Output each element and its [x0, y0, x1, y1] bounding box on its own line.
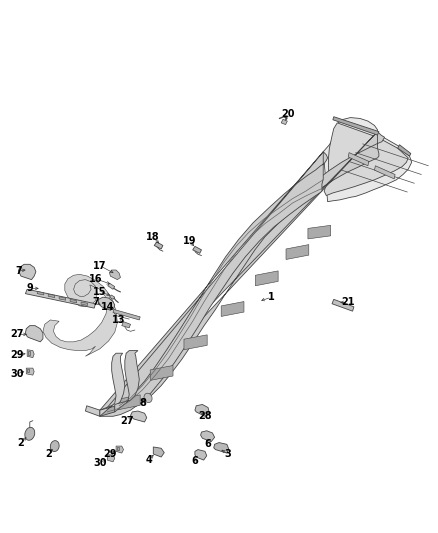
Text: 16: 16 — [89, 274, 102, 284]
Text: 30: 30 — [93, 458, 106, 468]
Polygon shape — [118, 395, 140, 410]
Text: 17: 17 — [93, 261, 106, 271]
Polygon shape — [110, 270, 120, 280]
Text: 20: 20 — [282, 109, 295, 119]
Polygon shape — [115, 132, 385, 412]
Text: 7: 7 — [15, 266, 22, 276]
Polygon shape — [99, 297, 115, 310]
Polygon shape — [100, 353, 125, 416]
Polygon shape — [26, 368, 34, 375]
Polygon shape — [184, 335, 207, 350]
Text: 21: 21 — [342, 297, 355, 308]
Text: 2: 2 — [18, 438, 25, 448]
Polygon shape — [332, 300, 354, 311]
Text: 3: 3 — [224, 449, 231, 459]
Text: 29: 29 — [10, 350, 23, 360]
Text: 4: 4 — [145, 455, 152, 465]
Polygon shape — [116, 446, 124, 453]
Polygon shape — [43, 274, 117, 356]
Text: 2: 2 — [45, 449, 52, 459]
Polygon shape — [398, 145, 411, 156]
Text: 13: 13 — [112, 315, 125, 325]
Polygon shape — [107, 455, 115, 462]
Text: 29: 29 — [103, 449, 116, 459]
Ellipse shape — [25, 427, 35, 440]
Polygon shape — [113, 310, 140, 320]
Polygon shape — [324, 123, 408, 196]
Polygon shape — [115, 351, 139, 412]
Text: 15: 15 — [93, 287, 106, 297]
Polygon shape — [154, 242, 163, 249]
Polygon shape — [193, 246, 201, 253]
Polygon shape — [25, 326, 43, 342]
Polygon shape — [100, 152, 328, 416]
Polygon shape — [27, 369, 29, 373]
Polygon shape — [333, 117, 379, 135]
Polygon shape — [131, 411, 147, 422]
Polygon shape — [255, 271, 278, 286]
Text: 27: 27 — [120, 416, 134, 426]
Polygon shape — [110, 295, 115, 300]
Polygon shape — [348, 152, 369, 166]
Polygon shape — [195, 449, 207, 460]
Polygon shape — [108, 283, 115, 289]
Text: 1: 1 — [268, 292, 275, 302]
Text: 6: 6 — [205, 439, 212, 449]
Polygon shape — [70, 300, 77, 303]
Polygon shape — [59, 297, 66, 300]
Text: 7: 7 — [92, 296, 99, 306]
Ellipse shape — [144, 393, 152, 402]
Polygon shape — [100, 405, 115, 416]
Polygon shape — [81, 302, 88, 305]
Polygon shape — [214, 442, 229, 453]
Polygon shape — [308, 225, 331, 239]
Polygon shape — [374, 166, 395, 179]
Polygon shape — [153, 447, 164, 457]
Polygon shape — [85, 406, 100, 416]
Polygon shape — [28, 351, 30, 355]
Text: 19: 19 — [183, 236, 196, 246]
Polygon shape — [117, 447, 119, 450]
Polygon shape — [48, 294, 55, 297]
Ellipse shape — [50, 441, 59, 451]
Polygon shape — [221, 302, 244, 317]
Polygon shape — [37, 292, 44, 295]
Text: 27: 27 — [10, 329, 23, 340]
Polygon shape — [201, 431, 215, 442]
Text: 8: 8 — [139, 398, 146, 408]
Text: 28: 28 — [198, 411, 212, 421]
Polygon shape — [323, 118, 412, 201]
Polygon shape — [150, 366, 173, 381]
Polygon shape — [281, 119, 287, 125]
Text: 30: 30 — [10, 369, 23, 379]
Polygon shape — [286, 245, 309, 260]
Text: 6: 6 — [191, 456, 198, 466]
Text: 9: 9 — [26, 284, 33, 293]
Polygon shape — [27, 350, 34, 358]
Text: 14: 14 — [101, 302, 114, 312]
Polygon shape — [122, 322, 131, 328]
Polygon shape — [18, 264, 36, 280]
Polygon shape — [195, 405, 209, 416]
Text: 18: 18 — [145, 232, 159, 242]
Polygon shape — [25, 289, 95, 308]
